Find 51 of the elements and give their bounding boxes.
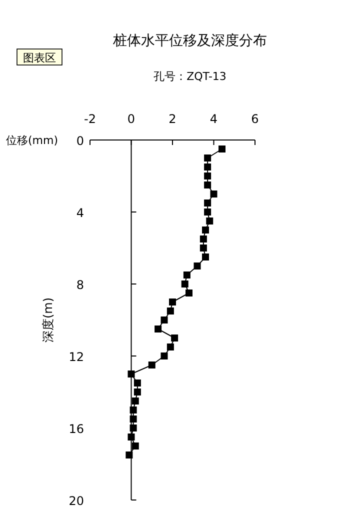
point	[148, 362, 156, 368]
point	[210, 190, 218, 198]
point	[204, 164, 212, 170]
point	[200, 244, 207, 252]
point	[186, 290, 192, 296]
point	[166, 344, 174, 350]
y-tick-label: 20	[68, 494, 84, 508]
y-axis-title: 深度(m)	[41, 297, 55, 343]
point	[204, 208, 212, 216]
point	[204, 172, 212, 180]
point	[183, 272, 190, 278]
point	[130, 416, 137, 422]
point	[132, 442, 139, 450]
point	[166, 308, 174, 314]
x-tick-label: 2	[168, 112, 176, 126]
point	[134, 380, 141, 386]
text: 图表区	[23, 52, 56, 64]
x-tick-label: -2	[84, 112, 96, 126]
point	[202, 254, 209, 260]
point	[206, 218, 214, 224]
point	[134, 388, 141, 396]
point	[130, 406, 137, 414]
point	[160, 316, 168, 324]
y-tick-label: 0	[76, 134, 84, 148]
point	[204, 182, 212, 188]
point	[128, 434, 135, 440]
point	[126, 452, 133, 458]
point	[204, 200, 212, 206]
x-tick-label: 6	[251, 112, 259, 126]
point	[218, 146, 226, 152]
point	[130, 424, 137, 432]
point	[204, 154, 212, 162]
point	[171, 334, 178, 342]
x-tick-label: 0	[127, 112, 136, 126]
x-tick-label: 4	[210, 112, 218, 126]
point	[194, 262, 201, 270]
point	[202, 226, 209, 234]
point	[169, 298, 176, 306]
y-tick-label: 4	[76, 206, 84, 220]
y-tick-label: 12	[68, 350, 84, 364]
point	[160, 352, 168, 360]
y-tick-label: 16	[68, 422, 84, 436]
x-axis-title: 位移(mm)	[6, 134, 58, 147]
chart-subtitle: 孔号：ZQT-13	[154, 70, 226, 83]
point	[181, 280, 188, 288]
y-tick-label: 8	[76, 278, 84, 292]
point	[200, 236, 207, 242]
chart-title: 桩体水平位移及深度分布	[112, 33, 267, 49]
point	[128, 370, 135, 378]
point	[154, 326, 162, 332]
point	[132, 398, 139, 404]
